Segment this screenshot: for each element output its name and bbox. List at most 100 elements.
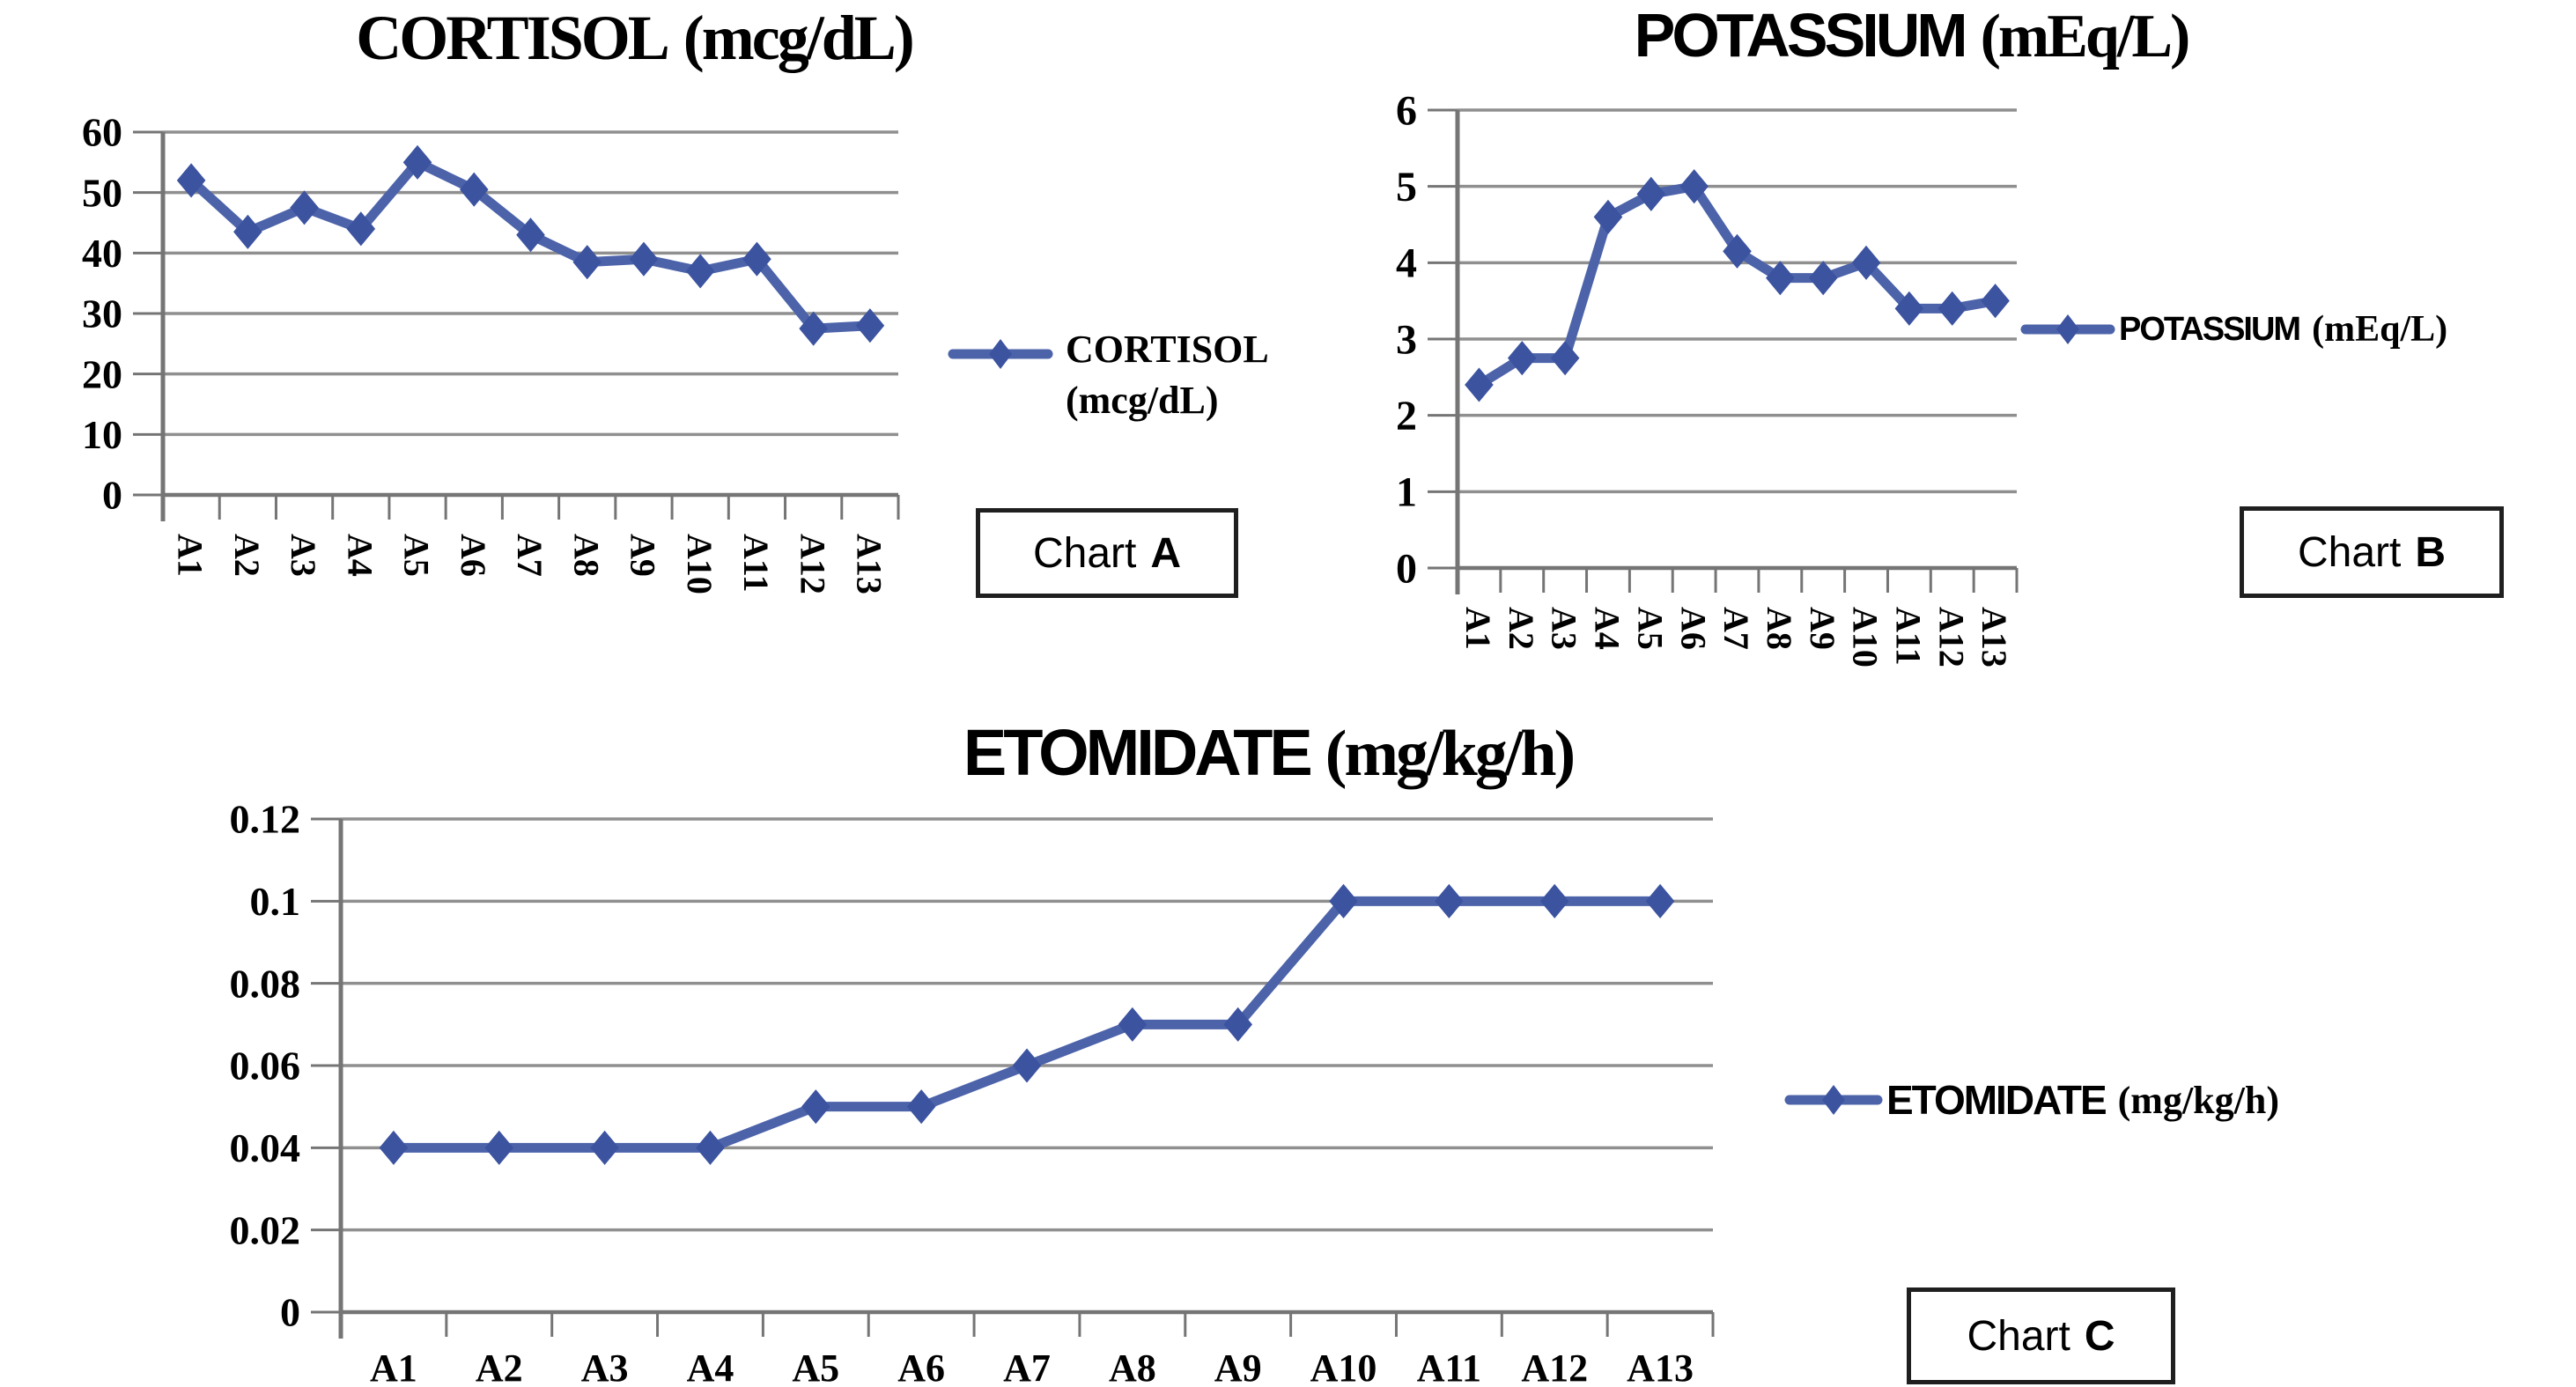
etomidate-title-unit: (mg/kg/h) (1325, 718, 1576, 790)
y-axis-label: 5 (1396, 164, 1417, 210)
x-axis-label: A3 (284, 534, 323, 577)
data-point-A7 (1012, 1048, 1042, 1083)
x-axis-label: A3 (581, 1346, 629, 1387)
data-point-A3 (590, 1130, 619, 1165)
y-axis-label: 10 (82, 412, 122, 457)
etomidate-legend: ETOMIDATE (mg/kg/h) (1784, 1076, 2279, 1124)
y-axis-label: 1 (1396, 469, 1417, 516)
x-axis-label: A7 (1003, 1346, 1051, 1387)
legend-diamond (989, 339, 1012, 369)
x-axis-label: A10 (680, 534, 720, 594)
y-axis-label: 0.04 (230, 1125, 301, 1170)
data-point-A8 (1766, 261, 1795, 296)
x-axis-label: A11 (1888, 607, 1928, 666)
y-axis-label: 0 (1396, 545, 1417, 592)
cortisol-title-unit: (mcg/dL) (683, 3, 915, 73)
y-axis-label: 30 (82, 291, 122, 336)
data-point-A2 (1507, 341, 1537, 376)
x-axis-label: A8 (566, 534, 606, 577)
data-point-A3 (1550, 341, 1580, 376)
x-axis-label: A9 (1214, 1346, 1262, 1387)
x-axis-label: A13 (1974, 607, 2014, 668)
data-point-A5 (1636, 176, 1666, 211)
cortisol-legend-unit: (mcg/dL) (1066, 379, 1219, 423)
data-point-A7 (516, 218, 545, 253)
x-axis-label: A1 (370, 1346, 417, 1387)
cortisol-title-text: CORTISOL (356, 3, 670, 73)
data-point-A11 (1435, 883, 1464, 919)
x-axis-label: A5 (397, 534, 437, 577)
y-axis-label: 0.12 (230, 797, 301, 842)
data-point-A9 (629, 241, 659, 277)
y-axis-label: 40 (82, 231, 122, 276)
potassium-legend-unit: (mEq/L) (2312, 309, 2448, 350)
x-axis-label: A2 (1502, 607, 1541, 650)
data-point-A6 (1679, 169, 1709, 204)
data-point-A3 (290, 190, 319, 225)
data-point-A12 (799, 311, 828, 346)
y-axis-label: 60 (82, 110, 122, 155)
data-point-A1 (379, 1130, 409, 1165)
data-point-A10 (1329, 883, 1358, 919)
x-axis-label: A5 (1630, 607, 1670, 650)
data-point-A8 (572, 245, 602, 280)
data-point-A4 (346, 211, 376, 247)
x-axis-label: A4 (340, 534, 380, 577)
chart-a-caption-box: Chart A (976, 508, 1238, 598)
data-point-A13 (855, 308, 885, 343)
data-point-A12 (1938, 291, 1967, 326)
chart-b-caption-word: Chart (2297, 528, 2402, 576)
data-point-A9 (1808, 261, 1838, 296)
chart-c-caption-letter: C (2084, 1312, 2115, 1360)
cortisol-legend-label: CORTISOL (1066, 328, 1269, 371)
x-axis-label: A6 (1673, 607, 1713, 650)
y-axis-label: 20 (82, 351, 122, 396)
series-line (388, 896, 1665, 1153)
x-axis-label: A4 (1588, 607, 1628, 650)
x-axis-label: A3 (1545, 607, 1584, 650)
chart-b-caption-box: Chart B (2240, 506, 2504, 598)
x-axis-label: A8 (1760, 607, 1799, 650)
chart-c-caption-word: Chart (1967, 1312, 2070, 1360)
chart-b-caption-letter: B (2415, 528, 2447, 576)
potassium-title-unit: (mEq/L) (1980, 3, 2191, 70)
x-axis-label: A4 (687, 1346, 734, 1387)
potassium-legend: POTASSIUM (mEq/L) (2020, 308, 2448, 350)
potassium-chart-title: POTASSIUM (mEq/L) (1436, 0, 2387, 72)
x-axis-label: A13 (849, 534, 889, 594)
data-point-A10 (1851, 245, 1881, 280)
x-axis-label: A10 (1846, 607, 1886, 668)
data-point-A11 (1894, 291, 1924, 326)
data-point-A6 (906, 1089, 936, 1125)
y-axis-label: 0.06 (230, 1044, 301, 1088)
y-axis-label: 2 (1396, 393, 1417, 439)
x-axis-label: A2 (227, 534, 267, 577)
cortisol-plot-area: 0 10 20 30 40 50 60 A1 A2 A3 A4 A5 A6 A7 A8 A9 A10 A11 A12… (82, 110, 900, 594)
x-axis-label: A12 (1931, 607, 1971, 668)
etomidate-legend-label: ETOMIDATE (1886, 1077, 2107, 1123)
etomidate-plot-area: 0 0.02 0.04 0.06 0.08 0.1 0.12 A1 A2 A3 A4 A5 A6 A7 A8… (230, 797, 1715, 1387)
cortisol-legend: CORTISOL (mcg/dL) (948, 324, 1269, 426)
chart-c-caption-box: Chart C (1907, 1287, 2175, 1384)
cortisol-chart-title: CORTISOL (mcg/dL) (132, 2, 1136, 75)
x-axis-label: A13 (1627, 1346, 1694, 1387)
x-axis-label: A12 (1521, 1346, 1588, 1387)
data-point-A7 (1723, 233, 1752, 269)
y-axis-label: 4 (1396, 240, 1417, 287)
x-axis-label: A8 (1109, 1346, 1156, 1387)
x-axis-label: A1 (1458, 607, 1498, 650)
y-axis-label: 6 (1396, 87, 1417, 134)
data-point-A8 (1118, 1007, 1148, 1042)
x-axis-label: A6 (897, 1346, 945, 1387)
x-axis-label: A6 (454, 534, 493, 577)
etomidate-legend-marker-icon (1784, 1085, 1883, 1115)
data-point-A4 (696, 1130, 725, 1165)
y-axis-label: 0.1 (250, 879, 301, 924)
data-point-A2 (233, 214, 262, 249)
data-point-A4 (1593, 199, 1623, 234)
chart-a-caption-letter: A (1150, 529, 1182, 577)
x-axis-label: A2 (476, 1346, 523, 1387)
x-axis-label: A1 (171, 534, 210, 577)
data-point-A6 (459, 172, 489, 207)
legend-diamond (2056, 314, 2079, 344)
